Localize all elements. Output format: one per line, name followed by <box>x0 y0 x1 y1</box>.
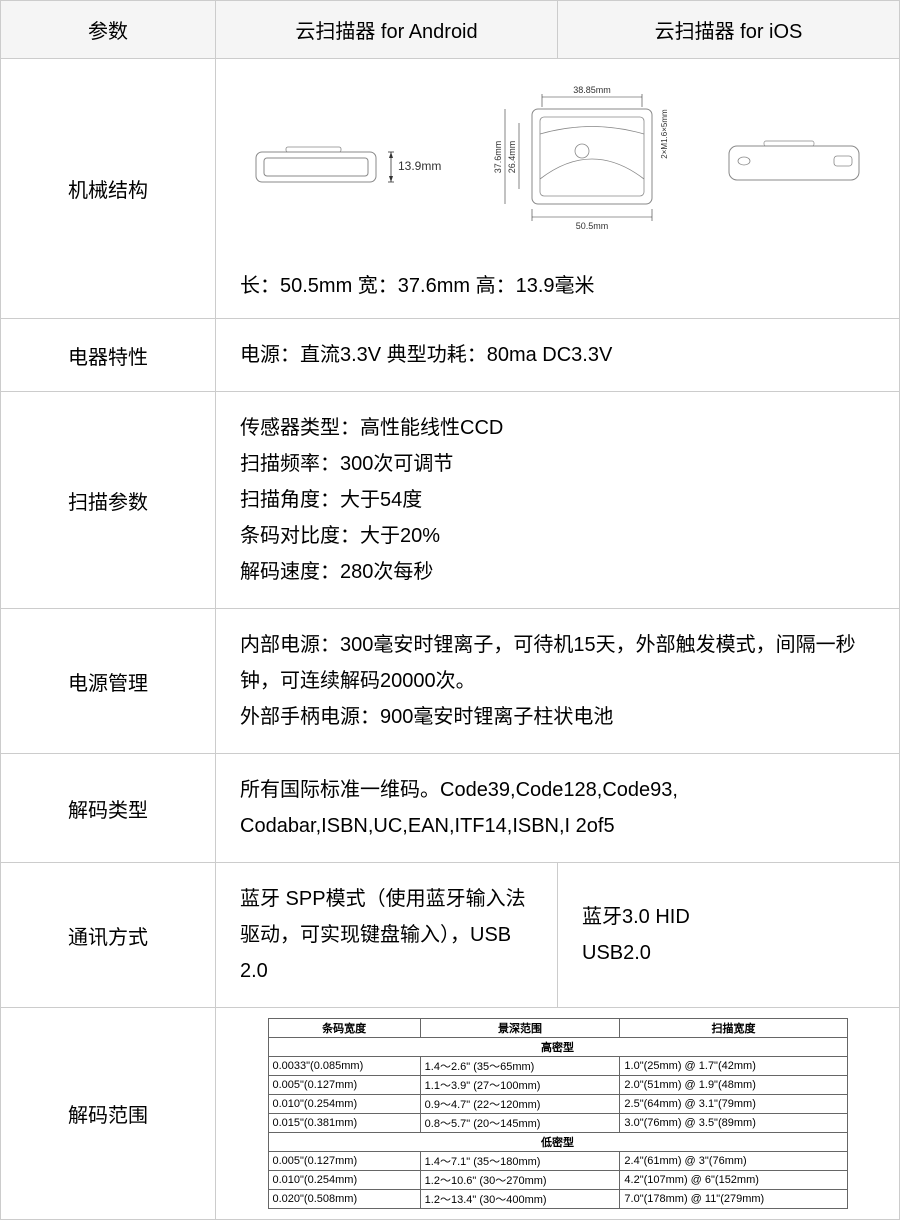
value-power: 内部电源：300毫安时锂离子，可待机15天，外部触发模式，间隔一秒钟，可连续解码… <box>216 609 900 754</box>
header-row: 参数 云扫描器 for Android 云扫描器 for iOS <box>1 1 900 59</box>
range-row: 0.020"(0.508mm)1.2～13.4" (30～400mm)7.0"(… <box>268 1190 847 1209</box>
value-scan: 传感器类型：高性能线性CCD 扫描频率：300次可调节 扫描角度：大于54度 条… <box>216 392 900 609</box>
scan-line-0: 传感器类型：高性能线性CCD <box>240 410 875 446</box>
side-view-diagram: 13.9mm <box>246 114 446 214</box>
label-comm: 通讯方式 <box>1 863 216 1008</box>
row-comm: 通讯方式 蓝牙 SPP模式（使用蓝牙输入法驱动，可实现键盘输入），USB 2.0… <box>1 863 900 1008</box>
range-row: 0.005"(0.127mm)1.4～7.1" (35～180mm)2.4"(6… <box>268 1152 847 1171</box>
label-decode-range: 解码范围 <box>1 1008 216 1220</box>
range-cell: 1.2～10.6" (30～270mm) <box>420 1171 620 1190</box>
range-cell: 4.2"(107mm) @ 6"(152mm) <box>620 1171 847 1190</box>
dimensions-text: 长：50.5mm 宽：37.6mm 高：13.9毫米 <box>240 269 875 298</box>
svg-text:13.9mm: 13.9mm <box>398 159 441 173</box>
range-cell: 0.010"(0.254mm) <box>268 1095 420 1114</box>
label-electrical: 电器特性 <box>1 319 216 392</box>
range-cell: 2.5"(64mm) @ 3.1"(79mm) <box>620 1095 847 1114</box>
scan-line-1: 扫描频率：300次可调节 <box>240 446 875 482</box>
range-cell: 0.015"(0.381mm) <box>268 1114 420 1133</box>
range-cell: 1.2～13.4" (30～400mm) <box>420 1190 620 1209</box>
header-ios: 云扫描器 for iOS <box>558 1 900 59</box>
range-cell: 1.4～2.6" (35～65mm) <box>420 1057 620 1076</box>
scan-line-4: 解码速度：280次每秒 <box>240 554 875 590</box>
range-section-header: 高密型 <box>268 1038 847 1057</box>
range-cell: 0.0033"(0.085mm) <box>268 1057 420 1076</box>
range-section-header: 低密型 <box>268 1133 847 1152</box>
range-cell: 1.1～3.9" (27～100mm) <box>420 1076 620 1095</box>
range-cell: 3.0"(76mm) @ 3.5"(89mm) <box>620 1114 847 1133</box>
top-view-diagram: 38.85mm 26.4mm 37.6mm 50.5mm 2×M1.6×5mm <box>477 79 687 249</box>
row-decode-range: 解码范围 条码宽度 景深范围 扫描宽度 高密型0.0033"(0.085mm)1… <box>1 1008 900 1220</box>
row-scan: 扫描参数 传感器类型：高性能线性CCD 扫描频率：300次可调节 扫描角度：大于… <box>1 392 900 609</box>
range-row: 0.015"(0.381mm)0.8～5.7" (20～145mm)3.0"(7… <box>268 1114 847 1133</box>
value-comm-android: 蓝牙 SPP模式（使用蓝牙输入法驱动，可实现键盘输入），USB 2.0 <box>216 863 558 1008</box>
scan-line-2: 扫描角度：大于54度 <box>240 482 875 518</box>
svg-text:2×M1.6×5mm: 2×M1.6×5mm <box>660 109 669 159</box>
row-decode-type: 解码类型 所有国际标准一维码。Code39,Code128,Code93, Co… <box>1 754 900 863</box>
scan-line-3: 条码对比度：大于20% <box>240 518 875 554</box>
row-power: 电源管理 内部电源：300毫安时锂离子，可待机15天，外部触发模式，间隔一秒钟，… <box>1 609 900 754</box>
spec-table: 参数 云扫描器 for Android 云扫描器 for iOS 机械结构 <box>0 0 900 1220</box>
range-row: 0.010"(0.254mm)0.9～4.7" (22～120mm)2.5"(6… <box>268 1095 847 1114</box>
range-cell: 7.0"(178mm) @ 11"(279mm) <box>620 1190 847 1209</box>
range-col-1: 景深范围 <box>420 1019 620 1038</box>
range-cell: 2.0"(51mm) @ 1.9"(48mm) <box>620 1076 847 1095</box>
end-view-diagram <box>719 124 869 204</box>
range-cell: 2.4"(61mm) @ 3"(76mm) <box>620 1152 847 1171</box>
value-decode-range: 条码宽度 景深范围 扫描宽度 高密型0.0033"(0.085mm)1.4～2.… <box>216 1008 900 1220</box>
row-mechanical: 机械结构 13.9mm <box>1 59 900 319</box>
header-param: 参数 <box>1 1 216 59</box>
header-android: 云扫描器 for Android <box>216 1 558 59</box>
svg-text:38.85mm: 38.85mm <box>574 85 612 95</box>
value-mechanical: 13.9mm 38.85mm <box>216 59 900 319</box>
label-scan: 扫描参数 <box>1 392 216 609</box>
label-power: 电源管理 <box>1 609 216 754</box>
range-row: 0.0033"(0.085mm)1.4～2.6" (35～65mm)1.0"(2… <box>268 1057 847 1076</box>
row-electrical: 电器特性 电源：直流3.3V 典型功耗：80ma DC3.3V <box>1 319 900 392</box>
value-comm-ios: 蓝牙3.0 HID USB2.0 <box>558 863 900 1008</box>
range-cell: 1.4～7.1" (35～180mm) <box>420 1152 620 1171</box>
range-col-0: 条码宽度 <box>268 1019 420 1038</box>
range-cell: 0.8～5.7" (20～145mm) <box>420 1114 620 1133</box>
svg-text:37.6mm: 37.6mm <box>493 141 503 174</box>
range-inner-table: 条码宽度 景深范围 扫描宽度 高密型0.0033"(0.085mm)1.4～2.… <box>268 1018 848 1209</box>
range-cell: 0.9～4.7" (22～120mm) <box>420 1095 620 1114</box>
svg-text:26.4mm: 26.4mm <box>507 141 517 174</box>
range-cell: 1.0"(25mm) @ 1.7"(42mm) <box>620 1057 847 1076</box>
range-cell: 0.005"(0.127mm) <box>268 1152 420 1171</box>
svg-text:50.5mm: 50.5mm <box>576 221 609 231</box>
range-row: 0.005"(0.127mm)1.1～3.9" (27～100mm)2.0"(5… <box>268 1076 847 1095</box>
range-row: 0.010"(0.254mm)1.2～10.6" (30～270mm)4.2"(… <box>268 1171 847 1190</box>
value-decode-type: 所有国际标准一维码。Code39,Code128,Code93, Codabar… <box>216 754 900 863</box>
range-cell: 0.010"(0.254mm) <box>268 1171 420 1190</box>
diagram-row: 13.9mm 38.85mm <box>240 79 875 249</box>
value-electrical: 电源：直流3.3V 典型功耗：80ma DC3.3V <box>216 319 900 392</box>
label-decode-type: 解码类型 <box>1 754 216 863</box>
range-cell: 0.005"(0.127mm) <box>268 1076 420 1095</box>
label-mechanical: 机械结构 <box>1 59 216 319</box>
range-col-2: 扫描宽度 <box>620 1019 847 1038</box>
range-cell: 0.020"(0.508mm) <box>268 1190 420 1209</box>
